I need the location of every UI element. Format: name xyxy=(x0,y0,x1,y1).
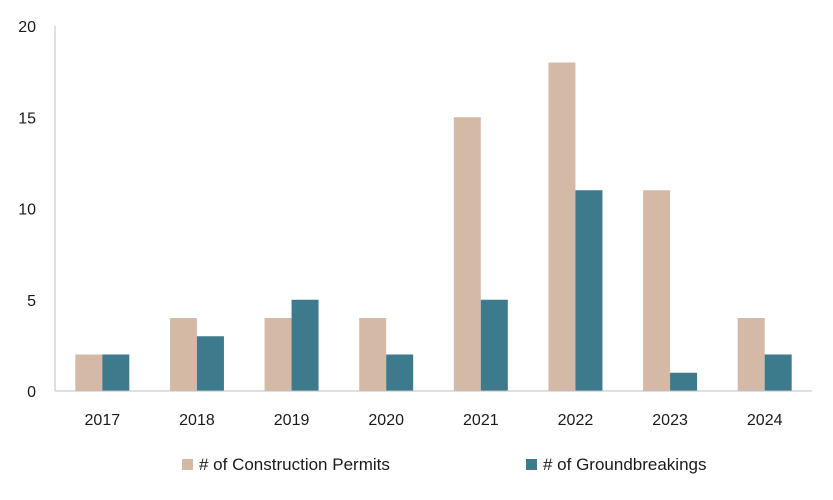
bar-permits-2020 xyxy=(359,318,387,391)
bar-permits-2018 xyxy=(169,318,197,391)
bar-groundbreakings-2018 xyxy=(196,336,224,391)
legend-item-permits: # of Construction Permits xyxy=(182,455,390,474)
bar-groundbreakings-2019 xyxy=(291,299,319,391)
bar-permits-2023 xyxy=(643,190,671,391)
legend-swatch-permits xyxy=(182,459,193,470)
y-tick-label: 5 xyxy=(27,293,36,310)
legend-swatch-groundbreakings xyxy=(526,459,537,470)
x-axis-ticks: 2017 2018 2019 2020 2021 2022 2023 2024 xyxy=(85,412,783,429)
x-tick-label: 2018 xyxy=(179,412,215,429)
x-tick-label: 2024 xyxy=(747,412,783,429)
bar-groundbreakings-2024 xyxy=(764,354,792,391)
legend-label-permits: # of Construction Permits xyxy=(199,455,390,474)
y-tick-label: 20 xyxy=(18,19,36,36)
bar-groundbreakings-2022 xyxy=(575,190,603,391)
x-tick-label: 2019 xyxy=(274,412,310,429)
y-tick-label: 10 xyxy=(18,202,36,219)
x-tick-label: 2020 xyxy=(368,412,404,429)
bar-permits-2017 xyxy=(75,354,103,391)
bar-permits-2022 xyxy=(548,62,576,391)
x-tick-label: 2022 xyxy=(558,412,594,429)
bar-permits-2024 xyxy=(737,318,765,391)
legend-item-groundbreakings: # of Groundbreakings xyxy=(526,455,707,474)
y-tick-label: 15 xyxy=(18,110,36,127)
bar-groundbreakings-2020 xyxy=(386,354,414,391)
legend-label-groundbreakings: # of Groundbreakings xyxy=(543,455,707,474)
y-axis-ticks: 0 5 10 15 20 xyxy=(18,19,36,401)
bar-groundbreakings-2021 xyxy=(480,299,508,391)
bar-groundbreakings-2017 xyxy=(102,354,130,391)
x-tick-label: 2021 xyxy=(463,412,499,429)
bars xyxy=(75,62,792,391)
bar-permits-2021 xyxy=(453,117,481,391)
x-tick-label: 2017 xyxy=(85,412,121,429)
y-tick-label: 0 xyxy=(27,384,36,401)
bar-permits-2019 xyxy=(264,318,292,391)
x-tick-label: 2023 xyxy=(652,412,688,429)
legend: # of Construction Permits # of Groundbre… xyxy=(182,455,707,474)
bar-groundbreakings-2023 xyxy=(670,372,698,391)
